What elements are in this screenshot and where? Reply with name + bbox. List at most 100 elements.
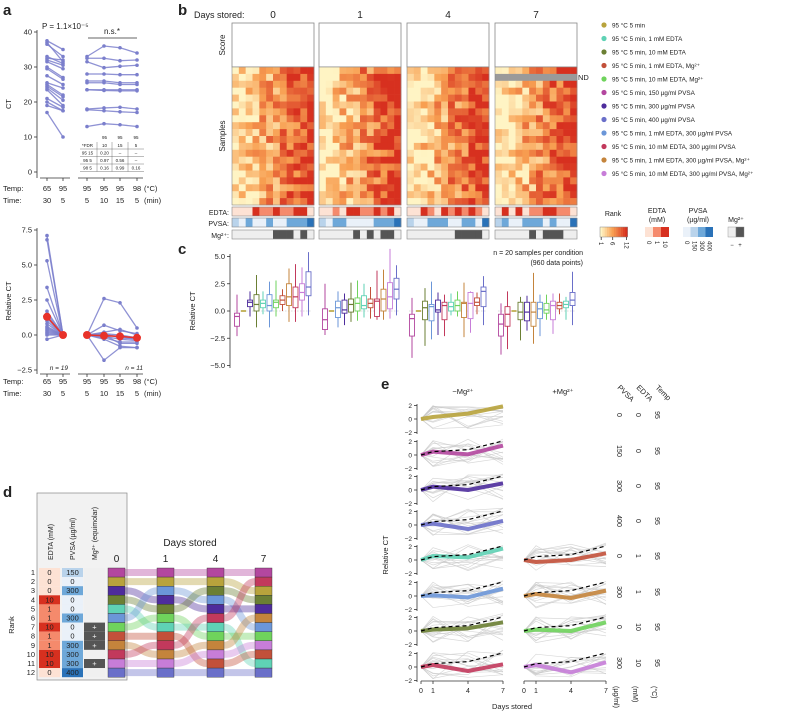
meta-header: Temp: [654, 383, 673, 402]
rank-number: 10: [27, 650, 35, 659]
heatmap-cell: [448, 191, 456, 199]
heatmap-cell: [346, 142, 354, 151]
heatmap-cell: [293, 80, 301, 88]
rank-number: 3: [31, 586, 35, 595]
heatmap-cell: [508, 136, 516, 144]
y-tick-label: −2: [405, 536, 413, 543]
heatmap-cell: [420, 170, 428, 178]
heatmap-cell: [508, 94, 516, 102]
heatmap-cell: [468, 67, 476, 75]
trend-plot: [420, 438, 504, 467]
rank-block: [254, 631, 273, 642]
heatmap-cell: [475, 163, 483, 171]
heatmap-cell: [360, 156, 368, 164]
heatmap-cell: [461, 94, 469, 102]
heatmap-cell: [394, 191, 402, 199]
y-tick-label: 20: [24, 98, 32, 107]
edta-legend-title: EDTA: [648, 208, 666, 215]
x-axis-label: Days stored: [492, 702, 532, 711]
heatmap-cell: [366, 142, 374, 151]
heatmap-cell: [420, 122, 428, 130]
heatmap-cell: [482, 115, 490, 123]
data-point: [85, 107, 89, 112]
heatmap-cell: [542, 198, 550, 206]
heatmap-cell: [245, 67, 253, 75]
heatmap-cell: [394, 67, 402, 75]
pvsa-cell: [62, 668, 83, 678]
heatmap-cell: [319, 94, 327, 102]
heatmap-cell: [461, 80, 469, 88]
rank-flow-band: [173, 614, 208, 640]
edta-legend-swatch: [645, 227, 653, 237]
fdr-col-time: 15: [117, 143, 123, 148]
heatmap-cell: [252, 129, 260, 137]
rank-legend-gradient: [616, 227, 619, 237]
rank-legend-tick-label: 1: [597, 242, 603, 246]
row-pvsa-value: 0: [615, 625, 622, 629]
series-line: [46, 59, 64, 66]
heatmap-cell: [259, 129, 267, 137]
heatmap-cell: [245, 142, 253, 151]
mg-annotation-cell: [273, 230, 281, 239]
row-pvsa-value: 300: [615, 586, 622, 598]
y-tick-label: 0.0: [215, 307, 225, 316]
heatmap-cell: [482, 129, 490, 137]
y-tick-label: 30: [24, 63, 32, 72]
heatmap-cell: [508, 142, 516, 151]
rank-block: [156, 604, 175, 614]
heatmap-cell: [427, 149, 435, 157]
sample-trace: [420, 666, 504, 679]
heatmap-cell: [495, 170, 503, 178]
box: [467, 292, 474, 320]
heatmap-cell: [475, 184, 483, 192]
heatmap-cell: [360, 198, 368, 206]
box: [335, 300, 341, 318]
table-column-header: PVSA (µg/ml): [70, 518, 77, 560]
fdr-corner-label: *FDR: [82, 143, 94, 148]
heatmap-cell: [259, 115, 267, 123]
heatmap-cell: [346, 191, 354, 199]
mg-annotation-cell: [238, 230, 246, 239]
heatmap-cell: [549, 94, 557, 102]
n-label-right: n = 11: [125, 365, 143, 372]
heatmap-cell: [549, 191, 557, 199]
heatmap-cell: [542, 156, 550, 164]
heatmap-cell: [293, 163, 301, 171]
row-edta-value: 1: [634, 590, 641, 594]
edta-annotation-cell: [508, 207, 516, 216]
heatmap-cell: [332, 191, 340, 199]
rank-flow-band: [223, 578, 256, 595]
heatmap-cell: [501, 129, 509, 137]
data-point: [45, 309, 49, 314]
box: [348, 298, 354, 313]
heatmap-cell: [286, 94, 294, 102]
heatmap-cell: [325, 191, 333, 199]
heatmap-cell: [273, 67, 281, 75]
heatmap-cell: [307, 184, 315, 192]
heatmap-cell: [279, 67, 287, 75]
y-tick-label: 0: [408, 665, 412, 672]
heatmap-cell: [556, 108, 564, 116]
edta-annotation-cell: [570, 207, 578, 216]
pvsa-annotation-cell: [420, 218, 428, 227]
heatmap-cell: [360, 101, 368, 109]
heatmap-cell: [441, 136, 449, 144]
heatmap-cell: [522, 108, 530, 116]
temp-value: 95: [59, 377, 67, 386]
reference-dashed-line: [420, 581, 504, 597]
edta-legend-tick: 1: [653, 241, 659, 245]
heatmap-cell: [522, 149, 530, 157]
row-pvsa-value: 0: [615, 554, 622, 558]
heatmap-cell: [482, 198, 490, 206]
heatmap-cell: [238, 149, 246, 157]
row-pvsa-value: 300: [615, 657, 622, 669]
series-line: [46, 287, 64, 336]
heatmap-cell: [536, 94, 544, 102]
edta-annotation-cell: [482, 207, 490, 216]
heatmap-cell: [259, 94, 267, 102]
heatmap-cell: [434, 73, 442, 82]
heatmap-cell: [300, 94, 308, 102]
heatmap-cell: [508, 184, 516, 192]
pvsa-annotation-cell: [286, 218, 294, 227]
heatmap-cell: [325, 149, 333, 157]
